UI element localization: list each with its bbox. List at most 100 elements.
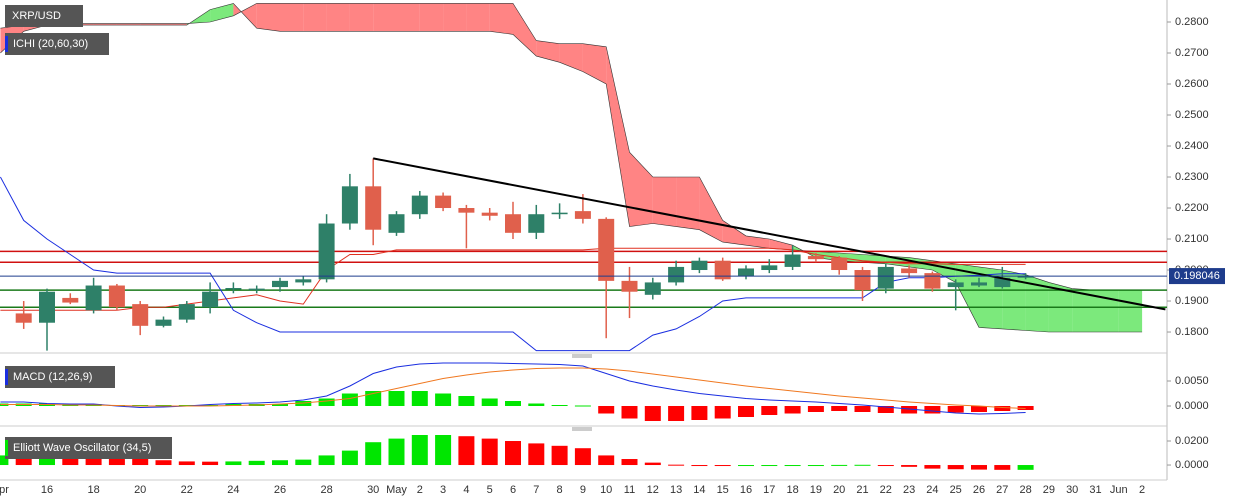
histogram-bar <box>272 404 288 406</box>
histogram-bar <box>901 465 918 467</box>
candle-body <box>761 265 778 271</box>
histogram-bar <box>458 436 475 466</box>
histogram-bar <box>714 465 731 467</box>
histogram-bar <box>644 462 661 466</box>
y-tick-label: 0.1800 <box>1175 326 1209 338</box>
histogram-bar <box>831 464 848 466</box>
y-tick-label: 0.0200 <box>1175 435 1209 447</box>
x-tick-label: 28 <box>320 484 332 496</box>
x-tick-label: 18 <box>87 484 99 496</box>
candle-body <box>411 195 428 215</box>
cloud-segment <box>1072 288 1096 333</box>
label-marker <box>5 36 8 52</box>
y-tick-label: 0.1900 <box>1175 295 1209 307</box>
histogram-bar <box>877 465 894 467</box>
y-tick-label: 0.2700 <box>1175 47 1209 59</box>
x-tick-label: 13 <box>670 484 682 496</box>
y-tick-label: 0.2500 <box>1175 109 1209 121</box>
histogram-bar <box>85 455 102 466</box>
histogram-bar <box>528 443 545 466</box>
candle-body <box>388 214 405 233</box>
x-tick-label: 24 <box>227 484 239 496</box>
histogram-bar <box>411 391 428 406</box>
histogram-bar <box>877 406 894 413</box>
candle-body <box>108 285 125 308</box>
indicator-line <box>0 247 1026 311</box>
histogram-bar <box>924 406 941 414</box>
x-tick-label: 21 <box>856 484 868 496</box>
cloud-segment <box>746 235 770 249</box>
x-tick-label: 25 <box>950 484 962 496</box>
cloud-segment <box>559 43 583 72</box>
x-tick-label: 2 <box>1139 484 1145 496</box>
cloud-segment <box>769 239 793 250</box>
histogram-bar <box>784 406 801 414</box>
histogram-bar <box>691 406 708 420</box>
y-tick-label: 0.2800 <box>1175 16 1209 28</box>
histogram-bar <box>388 391 405 406</box>
candle-body <box>901 268 918 274</box>
x-tick-label: 30 <box>1066 484 1078 496</box>
candle-body <box>318 223 335 280</box>
cloud-edge <box>0 3 1143 291</box>
cloud-segment <box>699 177 723 243</box>
x-tick-label: May <box>386 484 407 496</box>
histogram-bar <box>784 465 801 467</box>
candle-body <box>714 260 731 280</box>
cloud-segment <box>582 43 607 85</box>
label-box <box>5 33 109 55</box>
histogram-bar <box>668 406 685 421</box>
x-tick-label: 18 <box>786 484 798 496</box>
last-price-box <box>1169 268 1225 285</box>
macd-label: MACD (12,26,9) <box>13 371 92 383</box>
histogram-bar <box>807 465 824 467</box>
candle-body <box>481 212 498 216</box>
x-tick-label: 22 <box>880 484 892 496</box>
cloud-segment <box>93 23 117 26</box>
histogram-bar <box>714 406 731 419</box>
x-tick-label: 16 <box>740 484 752 496</box>
histogram-bar <box>901 406 918 414</box>
histogram-bar <box>738 465 754 467</box>
candle-body <box>644 282 661 295</box>
x-tick-label: 20 <box>134 484 146 496</box>
histogram-bar <box>248 460 265 466</box>
x-tick-label: 12 <box>647 484 659 496</box>
x-tick-label: 28 <box>1019 484 1031 496</box>
histogram-bar <box>738 406 754 417</box>
cloud-segment <box>303 3 327 32</box>
macd-line <box>0 367 1026 409</box>
candle-body <box>784 254 801 267</box>
histogram-bar <box>272 460 288 466</box>
cloud-segment <box>1095 290 1119 333</box>
histogram-bar <box>971 465 987 470</box>
cloud-segment <box>513 3 537 57</box>
x-tick-label: 19 <box>810 484 822 496</box>
x-tick-label: Apr <box>0 484 9 496</box>
histogram-bar <box>481 438 498 466</box>
macd-line <box>0 362 1026 415</box>
candle-body <box>574 211 591 219</box>
histogram-bar <box>668 464 685 466</box>
candle-body <box>994 277 1011 288</box>
x-tick-label: 24 <box>926 484 938 496</box>
candle-body <box>877 266 894 289</box>
cloud-edge <box>0 3 1143 333</box>
cloud-segment <box>373 3 397 32</box>
label-marker <box>5 369 8 385</box>
candle-body <box>691 260 708 271</box>
x-tick-label: 14 <box>693 484 705 496</box>
histogram-bar <box>178 461 195 466</box>
histogram-bar <box>924 465 941 469</box>
histogram-bar <box>15 456 32 466</box>
histogram-bar <box>341 393 358 406</box>
histogram-bar <box>39 454 55 466</box>
plot-layer: Apr1618202224262830May234567891011121314… <box>0 3 1209 496</box>
cloud-segment <box>419 3 444 32</box>
histogram-bar <box>411 435 428 466</box>
cloud-segment <box>466 3 490 32</box>
histogram-bar <box>994 406 1011 411</box>
x-tick-label: 8 <box>557 484 563 496</box>
candle-body <box>202 291 219 308</box>
